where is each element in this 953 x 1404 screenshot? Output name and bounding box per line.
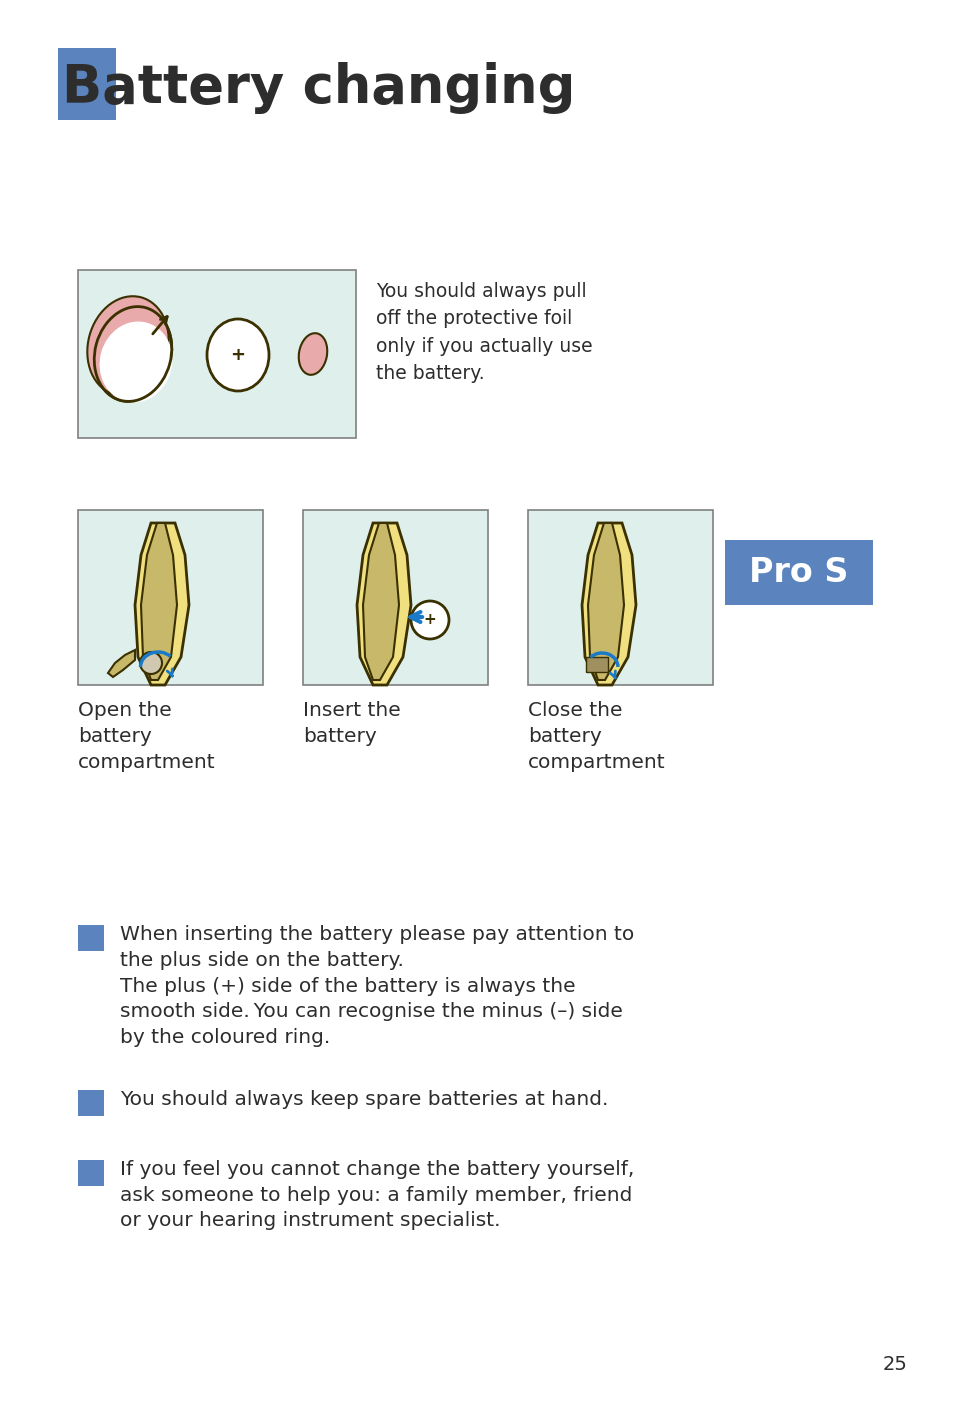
Ellipse shape: [88, 296, 169, 396]
Ellipse shape: [411, 601, 449, 639]
Text: Pro S: Pro S: [748, 556, 848, 590]
Text: Open the
battery
compartment: Open the battery compartment: [78, 701, 215, 772]
Text: When inserting the battery please pay attention to
the plus side on the battery.: When inserting the battery please pay at…: [120, 925, 634, 1047]
Ellipse shape: [94, 306, 172, 402]
Text: You should always keep spare batteries at hand.: You should always keep spare batteries a…: [120, 1090, 608, 1109]
Bar: [78, 925, 104, 951]
Bar: [78, 1160, 104, 1186]
Text: Close the
battery
compartment: Close the battery compartment: [527, 701, 665, 772]
Ellipse shape: [99, 322, 172, 403]
Bar: [527, 510, 712, 685]
Ellipse shape: [298, 333, 327, 375]
Text: +: +: [231, 345, 245, 364]
Polygon shape: [587, 524, 623, 680]
Text: You should always pull
off the protective foil
only if you actually use
the batt: You should always pull off the protectiv…: [375, 282, 592, 383]
Polygon shape: [135, 524, 189, 685]
Polygon shape: [108, 650, 135, 677]
Bar: [78, 270, 355, 438]
Bar: [585, 657, 607, 673]
Bar: [724, 541, 872, 605]
Polygon shape: [581, 524, 636, 685]
Text: +: +: [423, 612, 436, 628]
Ellipse shape: [140, 651, 162, 674]
Bar: [78, 510, 263, 685]
Bar: [303, 510, 488, 685]
Bar: [58, 48, 116, 119]
Text: Battery changing: Battery changing: [62, 62, 575, 114]
Polygon shape: [141, 524, 177, 680]
Polygon shape: [356, 524, 411, 685]
Ellipse shape: [207, 319, 269, 390]
Bar: [78, 1090, 104, 1116]
Text: If you feel you cannot change the battery yourself,
ask someone to help you: a f: If you feel you cannot change the batter…: [120, 1160, 634, 1230]
Text: Insert the
battery: Insert the battery: [303, 701, 400, 746]
Text: 25: 25: [882, 1355, 906, 1375]
Polygon shape: [363, 524, 398, 680]
